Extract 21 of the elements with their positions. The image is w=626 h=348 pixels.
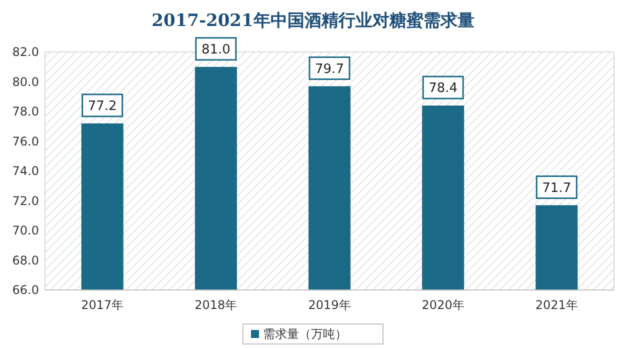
- x-tick-label: 2017年: [81, 298, 124, 312]
- text: 77.2: [88, 98, 117, 114]
- y-tick-label: 66.0: [12, 283, 39, 298]
- y-tick-label: 68.0: [12, 253, 39, 268]
- y-tick-label: 76.0: [12, 134, 39, 148]
- x-tick-label: 2018年: [194, 298, 238, 312]
- y-tick-label: 72.0: [12, 194, 39, 208]
- y-tick-label: 80.0: [12, 74, 39, 89]
- x-tick-label: 2020年: [422, 298, 464, 312]
- text: 78.4: [428, 81, 458, 96]
- text: 71.7: [542, 180, 572, 196]
- text: 79.7: [315, 62, 344, 77]
- legend-label: 需求量（万吨）: [263, 327, 347, 342]
- x-tick-label: 2021年: [535, 298, 578, 312]
- x-tick-label: 2019年: [308, 298, 351, 312]
- y-tick-label: 78.0: [12, 104, 39, 119]
- text: 81.0: [201, 42, 230, 58]
- y-tick-label: 82.0: [12, 45, 39, 60]
- y-tick-label: 70.0: [12, 224, 39, 238]
- chart-title: 2017-2021年中国酒精行业对糖蜜需求量: [152, 10, 474, 31]
- y-tick-label: 74.0: [12, 164, 39, 178]
